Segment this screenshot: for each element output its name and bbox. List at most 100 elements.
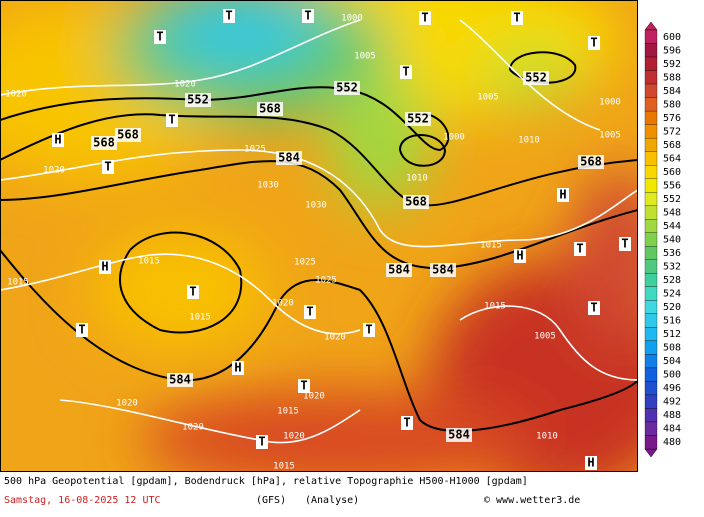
colorbar-swatch [644, 313, 658, 328]
geopotential-label: 552 [525, 71, 547, 85]
colorbar-label: 540 [663, 235, 681, 246]
colorbar-swatch [644, 43, 658, 58]
colorbar-label: 584 [663, 86, 681, 97]
colorbar-label: 600 [663, 32, 681, 43]
center-box [52, 133, 64, 147]
geopotential-label: 568 [405, 195, 427, 209]
pressure-center: T [78, 323, 85, 337]
pressure-center: H [559, 188, 566, 202]
geopotential-label-box [334, 81, 360, 95]
center-box [363, 323, 375, 337]
colorbar-label: 580 [663, 99, 681, 110]
footer [0, 472, 704, 513]
colorbar: 600 596 592 588 584 580 576 572 568 564 560 556 552 5… [644, 29, 681, 450]
geopotential-label: 568 [259, 102, 281, 116]
center-box [619, 237, 631, 251]
pressure-center: H [101, 260, 108, 274]
colorbar-label: 544 [663, 221, 681, 232]
colorbar-label: 596 [663, 45, 681, 56]
center-box [154, 30, 166, 44]
pressure-center: T [189, 285, 196, 299]
geopotential-label-box [523, 71, 549, 85]
center-box [232, 361, 244, 375]
center-box [302, 9, 314, 23]
pressure-label: 1015 [277, 407, 299, 417]
pressure-center: T [156, 30, 163, 44]
pressure-center: H [587, 456, 594, 470]
geopotential-label-box [257, 102, 283, 116]
pressure-label: 1015 [138, 257, 160, 267]
geopotential-label: 584 [448, 428, 470, 442]
footer-run: (Analyse) [305, 495, 359, 506]
geopotential-label: 568 [580, 155, 602, 169]
pressure-center: T [403, 416, 410, 430]
colorbar-swatch [644, 354, 658, 369]
geopotential-label: 584 [278, 151, 300, 165]
center-box [419, 11, 431, 25]
pressure-label: 1020 [116, 399, 138, 409]
center-box [514, 249, 526, 263]
footer-model: (GFS) [256, 495, 286, 506]
pressure-center: H [54, 133, 61, 147]
pressure-center: T [258, 435, 265, 449]
geopotential-label: 568 [117, 128, 139, 142]
pressure-label: 1010 [518, 136, 540, 146]
center-box [102, 160, 114, 174]
pressure-label: 1000 [443, 133, 465, 143]
geopotential-label: 584 [388, 263, 410, 277]
center-box [401, 416, 413, 430]
colorbar-swatch [644, 246, 658, 260]
colorbar-label: 588 [663, 72, 681, 83]
pressure-label: 1020 [303, 392, 325, 402]
center-box [585, 456, 597, 470]
center-box [298, 379, 310, 393]
colorbar-label: 516 [663, 316, 681, 327]
map [0, 0, 638, 472]
pressure-center: T [225, 9, 232, 23]
colorbar-label: 488 [663, 410, 681, 421]
isobars [0, 19, 638, 444]
pressure-center: T [168, 113, 175, 127]
colorbar-label: 564 [663, 153, 681, 164]
map-frame [0, 0, 638, 472]
pressure-center: T [576, 242, 583, 256]
center-box [166, 113, 178, 127]
geopotential-label-box [578, 155, 604, 169]
pressure-center: T [590, 301, 597, 315]
pressure-label: 1020 [174, 80, 196, 90]
colorbar-label: 532 [663, 262, 681, 273]
geopotential-label-box [386, 263, 412, 277]
colorbar-swatch [644, 394, 658, 409]
colorbar-swatch [644, 70, 658, 85]
center-box [588, 36, 600, 50]
geopotential-label-box [405, 112, 431, 126]
pressure-label: 1005 [599, 131, 621, 141]
center-box [223, 9, 235, 23]
pressure-label: 1000 [599, 98, 621, 108]
colorbar-swatch [644, 300, 658, 314]
geopotential-label: 552 [187, 93, 209, 107]
pressure-center: T [590, 36, 597, 50]
colorbar-swatch [644, 137, 658, 152]
pressure-label: 1000 [341, 14, 363, 24]
colorbar-label: 524 [663, 289, 681, 300]
pressure-label: 1005 [354, 52, 376, 62]
pressure-label: 1020 [182, 423, 204, 433]
geopotential-label-box [446, 428, 472, 442]
footer-description: 500 hPa Geopotential [gpdam], Bodendruck… [4, 476, 528, 487]
colorbar-swatch [644, 273, 658, 287]
pressure-label: 1015 [273, 462, 295, 472]
colorbar-swatch [644, 165, 658, 179]
colorbar-swatch [644, 435, 658, 450]
colorbar-swatch [644, 219, 658, 233]
pressure-label: 1015 [189, 313, 211, 323]
pressure-center: T [104, 160, 111, 174]
geopotential-label: 584 [169, 373, 191, 387]
pressure-label: 1025 [294, 258, 316, 268]
colorbar-label: 560 [663, 167, 681, 178]
colorbar-swatch [644, 340, 658, 355]
colorbar-label: 504 [663, 356, 681, 367]
pressure-label: 1020 [5, 90, 27, 100]
colorbar-swatch [644, 327, 658, 342]
